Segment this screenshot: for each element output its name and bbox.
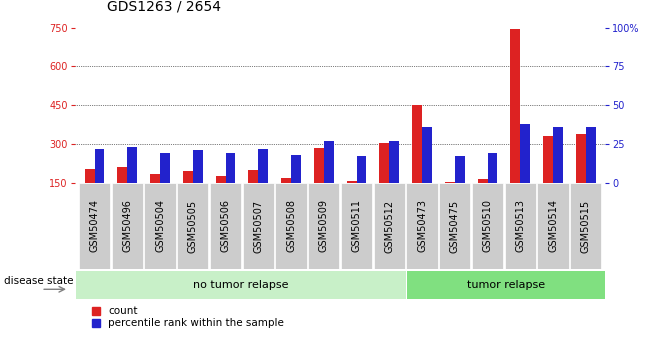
Bar — [183, 171, 193, 183]
FancyBboxPatch shape — [275, 183, 307, 269]
FancyBboxPatch shape — [111, 183, 143, 269]
Bar — [160, 153, 170, 183]
FancyBboxPatch shape — [76, 270, 406, 298]
Bar — [94, 149, 104, 183]
Bar — [357, 157, 367, 183]
FancyBboxPatch shape — [406, 183, 437, 269]
FancyBboxPatch shape — [210, 183, 242, 269]
Text: GSM50508: GSM50508 — [286, 199, 296, 253]
Bar — [576, 134, 586, 183]
Text: GDS1263 / 2654: GDS1263 / 2654 — [107, 0, 221, 14]
Bar — [127, 147, 137, 183]
Bar — [510, 29, 520, 183]
Text: GSM50511: GSM50511 — [352, 199, 361, 253]
Bar — [543, 136, 553, 183]
Bar — [150, 174, 160, 183]
Bar — [389, 141, 399, 183]
FancyBboxPatch shape — [177, 183, 208, 269]
Bar — [281, 178, 291, 183]
Bar — [324, 141, 333, 183]
Text: no tumor relapse: no tumor relapse — [193, 280, 288, 289]
FancyBboxPatch shape — [341, 183, 372, 269]
Bar — [520, 124, 530, 183]
Bar — [314, 148, 324, 183]
Text: GSM50474: GSM50474 — [90, 199, 100, 253]
Bar — [291, 155, 301, 183]
Text: GSM50507: GSM50507 — [253, 199, 263, 253]
Text: GSM50515: GSM50515 — [581, 199, 590, 253]
FancyBboxPatch shape — [505, 183, 536, 269]
Bar — [422, 127, 432, 183]
Text: tumor relapse: tumor relapse — [467, 280, 545, 289]
FancyBboxPatch shape — [79, 183, 110, 269]
Bar — [117, 167, 127, 183]
FancyBboxPatch shape — [537, 183, 569, 269]
Text: GSM50514: GSM50514 — [548, 199, 558, 253]
FancyBboxPatch shape — [407, 270, 605, 298]
FancyBboxPatch shape — [145, 183, 176, 269]
FancyBboxPatch shape — [374, 183, 405, 269]
FancyBboxPatch shape — [439, 183, 471, 269]
Bar — [258, 149, 268, 183]
Bar — [85, 169, 94, 183]
Text: GSM50504: GSM50504 — [155, 199, 165, 253]
Bar — [412, 105, 422, 183]
Text: GSM50496: GSM50496 — [122, 199, 132, 253]
FancyBboxPatch shape — [472, 183, 503, 269]
Text: GSM50513: GSM50513 — [516, 199, 525, 253]
Text: GSM50510: GSM50510 — [482, 199, 493, 253]
FancyBboxPatch shape — [570, 183, 602, 269]
Text: GSM50473: GSM50473 — [417, 199, 427, 253]
Text: GSM50505: GSM50505 — [187, 199, 198, 253]
Bar — [586, 127, 596, 183]
Bar — [347, 181, 357, 183]
Bar — [478, 179, 488, 183]
FancyBboxPatch shape — [243, 183, 274, 269]
Bar — [193, 150, 202, 183]
Bar — [225, 153, 236, 183]
Legend: count, percentile rank within the sample: count, percentile rank within the sample — [90, 305, 285, 329]
Bar — [488, 153, 497, 183]
Text: GSM50506: GSM50506 — [221, 199, 230, 253]
Bar — [380, 143, 389, 183]
Text: disease state: disease state — [4, 276, 74, 286]
Text: GSM50509: GSM50509 — [319, 199, 329, 253]
Bar — [215, 176, 225, 183]
Text: GSM50512: GSM50512 — [384, 199, 395, 253]
Bar — [553, 127, 563, 183]
Text: GSM50475: GSM50475 — [450, 199, 460, 253]
Bar — [249, 170, 258, 183]
Bar — [445, 182, 455, 183]
FancyBboxPatch shape — [308, 183, 339, 269]
Bar — [455, 157, 465, 183]
